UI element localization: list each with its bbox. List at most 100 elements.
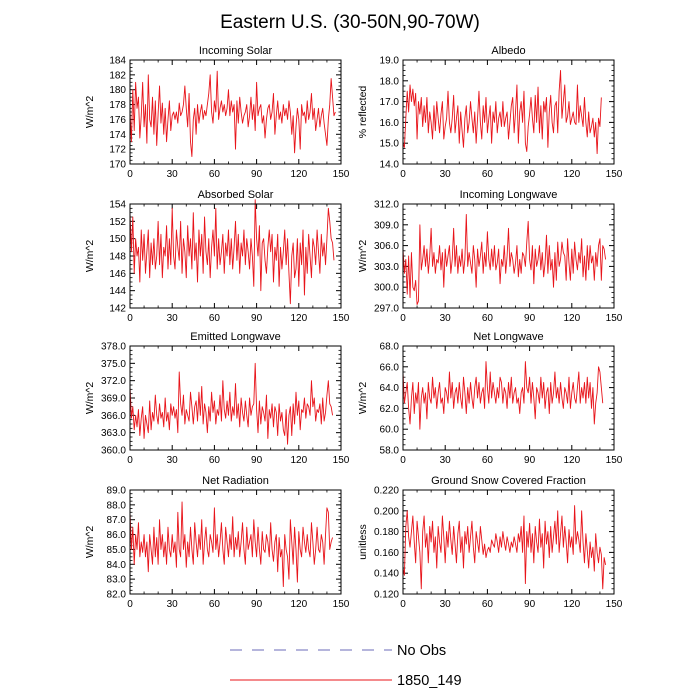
x-tick-label: 90 xyxy=(524,599,536,610)
y-tick-label: 18.0 xyxy=(380,76,400,87)
series-line-1850-149 xyxy=(129,70,336,158)
series-line-1850-149 xyxy=(129,362,334,445)
x-tick-label: 60 xyxy=(482,313,494,324)
plot-frame xyxy=(402,59,615,165)
y-tick-label: 170 xyxy=(109,160,126,171)
x-tick-label: 120 xyxy=(563,169,580,180)
plot-frame xyxy=(402,345,615,451)
y-tick-label: 309.0 xyxy=(374,220,399,231)
x-tick-label: 60 xyxy=(209,313,221,324)
y-tick-label: 172 xyxy=(109,145,126,156)
y-tick-label: 66.0 xyxy=(380,362,400,373)
y-tick-label: 372.0 xyxy=(101,376,126,387)
panel-title: Incoming Longwave xyxy=(460,189,558,201)
y-tick-label: 152 xyxy=(109,217,126,228)
y-axis-label: W/m^2 xyxy=(84,96,96,129)
plot-frame xyxy=(129,489,342,595)
x-tick-label: 0 xyxy=(127,169,133,180)
x-tick-label: 90 xyxy=(251,169,263,180)
x-tick-label: 120 xyxy=(290,313,307,324)
x-tick-label: 120 xyxy=(290,455,307,466)
y-tick-label: 15.0 xyxy=(380,139,400,150)
panel-title: Net Longwave xyxy=(473,331,543,343)
y-tick-label: 303.0 xyxy=(374,262,399,273)
y-tick-label: 363.0 xyxy=(101,428,126,439)
x-tick-label: 90 xyxy=(524,169,536,180)
y-tick-label: 0.180 xyxy=(374,527,399,538)
x-tick-label: 150 xyxy=(606,599,623,610)
y-tick-label: 154 xyxy=(109,200,126,211)
x-tick-label: 150 xyxy=(333,313,350,324)
panel-title: Emitted Longwave xyxy=(190,331,281,343)
figure-title: Eastern U.S. (30-50N,90-70W) xyxy=(220,12,480,33)
y-tick-label: 0.160 xyxy=(374,548,399,559)
y-tick-label: 86.0 xyxy=(107,530,127,541)
y-axis-label: % reflected xyxy=(357,86,369,139)
y-tick-label: 0.200 xyxy=(374,506,399,517)
x-tick-label: 120 xyxy=(290,169,307,180)
x-tick-label: 30 xyxy=(440,169,452,180)
y-tick-label: 306.0 xyxy=(374,241,399,252)
panel-title: Incoming Solar xyxy=(199,45,273,57)
panel-title: Ground Snow Covered Fraction xyxy=(431,475,586,487)
x-tick-label: 150 xyxy=(606,169,623,180)
x-tick-label: 0 xyxy=(400,313,406,324)
y-tick-label: 176 xyxy=(109,115,126,126)
y-axis-label: unitless xyxy=(357,524,369,560)
y-tick-label: 144 xyxy=(109,286,126,297)
y-tick-label: 89.0 xyxy=(107,486,127,497)
y-tick-label: 60.0 xyxy=(380,425,400,436)
x-tick-label: 30 xyxy=(167,599,179,610)
y-tick-label: 369.0 xyxy=(101,394,126,405)
x-tick-label: 30 xyxy=(440,313,452,324)
y-tick-label: 19.0 xyxy=(380,56,400,67)
x-tick-label: 60 xyxy=(209,599,221,610)
x-tick-label: 120 xyxy=(563,455,580,466)
x-tick-label: 120 xyxy=(563,599,580,610)
x-tick-label: 0 xyxy=(400,455,406,466)
x-tick-label: 30 xyxy=(167,169,179,180)
y-tick-label: 184 xyxy=(109,56,126,67)
y-tick-label: 85.0 xyxy=(107,545,127,556)
legend-label-no-obs: No Obs xyxy=(397,643,446,659)
x-tick-label: 30 xyxy=(167,455,179,466)
y-tick-label: 366.0 xyxy=(101,411,126,422)
x-tick-label: 150 xyxy=(606,455,623,466)
y-tick-label: 146 xyxy=(109,269,126,280)
x-tick-label: 150 xyxy=(333,169,350,180)
y-axis-label: W/m^2 xyxy=(357,382,369,415)
x-tick-label: 90 xyxy=(251,599,263,610)
panel-net-longwave: Net Longwave W/m^2 58.0 60.0 62.0 64.0 66.0 68.… xyxy=(357,331,623,466)
y-tick-label: 14.0 xyxy=(380,160,400,171)
panel-albedo: Albedo % reflected 14.0 15.0 16.0 17.0 18.0 19.… xyxy=(357,45,623,180)
y-tick-label: 16.0 xyxy=(380,118,400,129)
series-line-1850-149 xyxy=(402,505,607,590)
y-tick-label: 17.0 xyxy=(380,97,400,108)
panel-title: Absorbed Solar xyxy=(198,189,274,201)
y-tick-label: 68.0 xyxy=(380,342,400,353)
x-tick-label: 30 xyxy=(440,599,452,610)
x-tick-label: 0 xyxy=(400,599,406,610)
plot-frame xyxy=(402,203,615,309)
y-tick-label: 150 xyxy=(109,234,126,245)
y-tick-label: 58.0 xyxy=(380,446,400,457)
y-tick-label: 174 xyxy=(109,130,126,141)
x-tick-label: 30 xyxy=(167,313,179,324)
panel-title: Albedo xyxy=(491,45,525,57)
y-tick-label: 142 xyxy=(109,304,126,315)
panel-net-radiation: Net Radiation W/m^2 82.0 83.0 84.0 85.0 86.0 87… xyxy=(84,475,350,610)
x-tick-label: 0 xyxy=(400,169,406,180)
panel-emitted-longwave: Emitted Longwave W/m^2 360.0 363.0 366.0 369.… xyxy=(84,331,350,466)
plot-frame xyxy=(402,489,615,595)
x-tick-label: 60 xyxy=(209,455,221,466)
series-line-1850-149 xyxy=(402,361,604,430)
x-tick-label: 30 xyxy=(440,455,452,466)
y-axis-label: W/m^2 xyxy=(84,240,96,273)
y-tick-label: 88.0 xyxy=(107,500,127,511)
x-tick-label: 90 xyxy=(251,313,263,324)
y-tick-label: 64.0 xyxy=(380,383,400,394)
y-axis-label: W/m^2 xyxy=(84,382,96,415)
series-line-1850-149 xyxy=(402,213,607,305)
y-tick-label: 300.0 xyxy=(374,283,399,294)
y-tick-label: 83.0 xyxy=(107,575,127,586)
